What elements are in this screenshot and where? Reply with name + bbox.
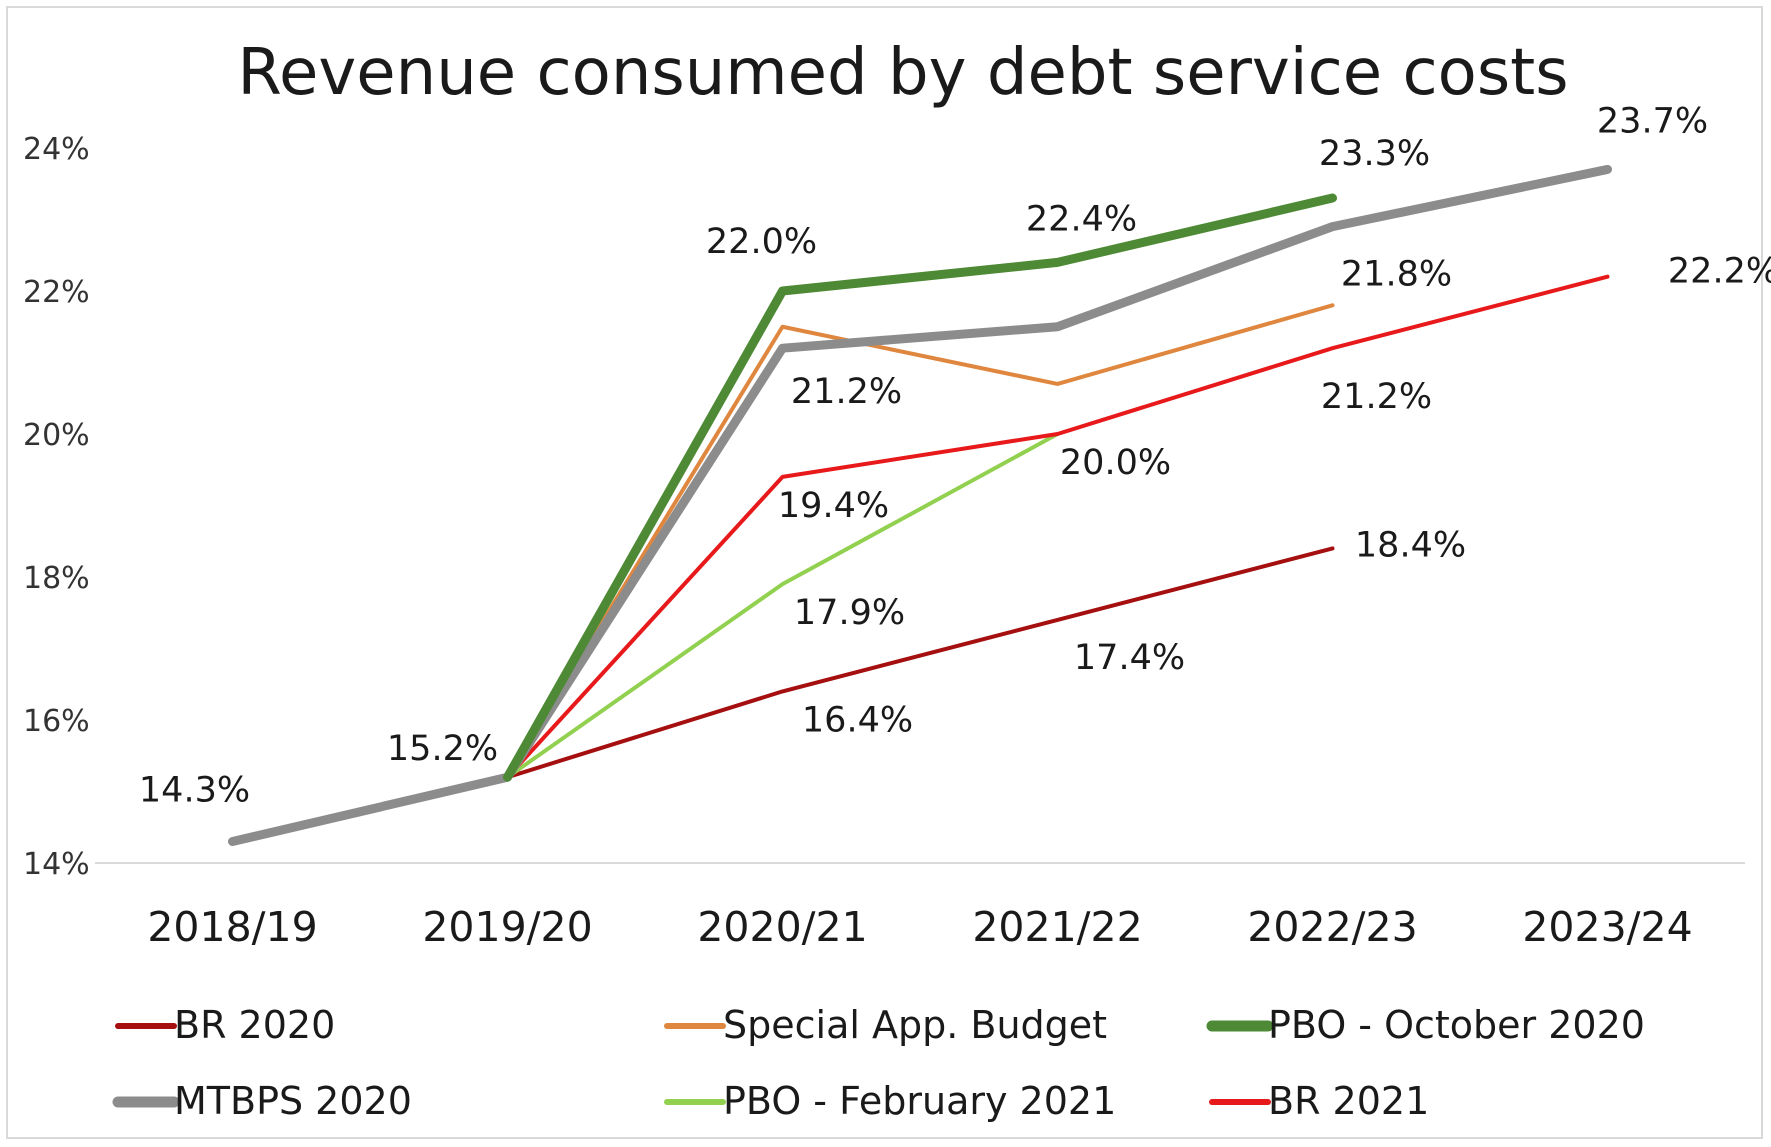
y-tick-label: 18% (23, 561, 90, 596)
data-label: 20.0% (1060, 443, 1171, 483)
series-line-br-2020 (505, 546, 1335, 780)
x-tick-label: 2023/24 (1522, 903, 1692, 951)
x-tick-label: 2018/19 (147, 903, 317, 951)
data-labels: 14.3% 15.2% 22.0% 22.4% 23.3% 23.7% 21.8% 22.2%… (139, 101, 1771, 810)
legend-label-br-2020: BR 2020 (174, 1003, 335, 1047)
data-label: 22.2% (1668, 252, 1771, 292)
data-label: 14.3% (139, 771, 250, 811)
x-axis: 2018/19 2019/20 2020/21 2021/22 2022/23 2023/… (95, 862, 1745, 951)
data-label: 21.2% (791, 372, 902, 412)
data-label: 21.2% (1321, 377, 1432, 417)
data-label: 18.4% (1355, 525, 1466, 565)
y-tick-label: 16% (23, 704, 90, 739)
chart-title: Revenue consumed by debt service costs (237, 36, 1568, 110)
x-tick-label: 2022/23 (1247, 903, 1417, 951)
data-label: 21.8% (1341, 254, 1452, 294)
legend-label-special-app-budget: Special App. Budget (723, 1003, 1107, 1047)
x-tick-label: 2020/21 (697, 903, 867, 951)
y-tick-label: 22% (23, 275, 90, 310)
x-tick-label: 2019/20 (422, 903, 592, 951)
data-label: 17.9% (794, 593, 905, 633)
series-line-mtbps-2020 (228, 164, 1612, 847)
y-tick-label: 14% (23, 847, 90, 882)
legend: BR 2020 Special App. Budget PBO - October … (112, 1003, 1645, 1123)
y-axis: 14% 16% 18% 20% 22% 24% (23, 132, 90, 882)
data-label: 19.4% (778, 486, 889, 526)
legend-label-mtbps-2020: MTBPS 2020 (174, 1079, 412, 1123)
data-label: 16.4% (802, 700, 913, 740)
series-lines (228, 164, 1612, 847)
series-line-br-2021 (505, 274, 1610, 780)
data-label: 23.7% (1597, 101, 1708, 141)
data-label: 22.4% (1026, 199, 1137, 239)
y-tick-label: 20% (23, 418, 90, 453)
x-tick-label: 2021/22 (972, 903, 1142, 951)
legend-label-br-2021: BR 2021 (1268, 1079, 1429, 1123)
legend-label-pbo-february-2021: PBO - February 2021 (723, 1079, 1116, 1123)
legend-label-pbo-october-2020: PBO - October 2020 (1268, 1003, 1645, 1047)
data-label: 15.2% (387, 729, 498, 769)
data-label: 17.4% (1074, 638, 1185, 678)
series-line-pbo-october-2020 (503, 193, 1337, 782)
series-line-special-app-budget (505, 303, 1335, 780)
data-label: 23.3% (1319, 134, 1430, 174)
series-line-pbo-february-2021 (505, 432, 1060, 780)
y-tick-label: 24% (23, 132, 90, 167)
data-label: 22.0% (706, 222, 817, 262)
